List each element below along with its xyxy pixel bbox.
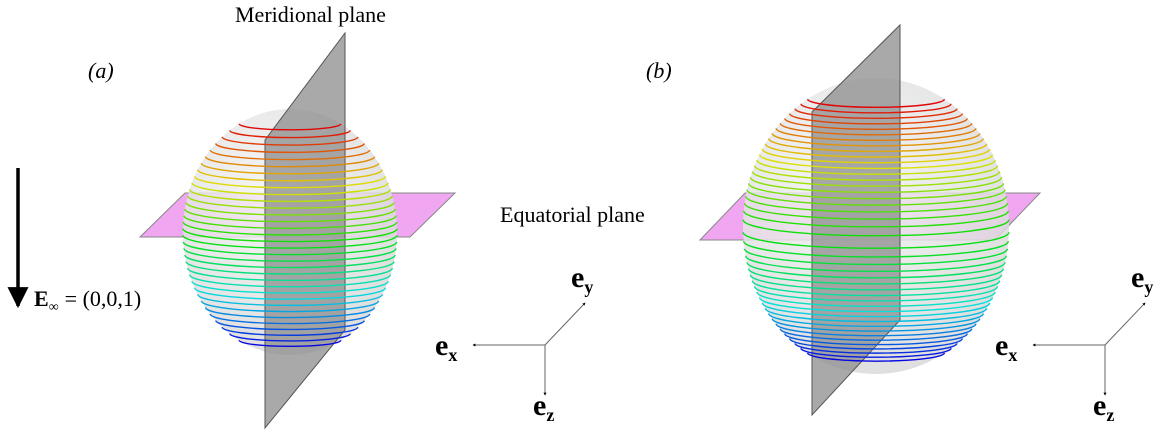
axis-label: ex: [435, 329, 457, 365]
axis-arrow: [545, 303, 585, 345]
axis-sub: x: [1008, 345, 1017, 365]
axis-base: e: [571, 261, 584, 294]
axis-label: ez: [533, 389, 554, 425]
axis-label: ey: [1131, 261, 1153, 297]
axis-sub: y: [584, 277, 593, 297]
meridional-label: Meridional plane: [235, 2, 386, 27]
axis-base: e: [1093, 389, 1106, 422]
figure: Meridional plane Equatorial plane (a) (b…: [0, 0, 1172, 434]
axis-label: ex: [995, 329, 1017, 365]
axis-base: e: [435, 329, 448, 362]
axis-base: e: [995, 329, 1008, 362]
equatorial-label: Equatorial plane: [500, 202, 645, 227]
axis-base: e: [1131, 261, 1144, 294]
field-sub: ∞: [49, 300, 59, 315]
axis-sub: x: [448, 345, 457, 365]
field-symbol: E: [34, 286, 49, 311]
axis-sub: y: [1144, 277, 1153, 297]
axis-label: ez: [1093, 389, 1114, 425]
axis-sub: z: [1106, 405, 1114, 425]
axis-arrow: [1105, 303, 1145, 345]
field-value: = (0,0,1): [65, 286, 142, 311]
panel-label: (b): [646, 58, 672, 83]
panel-label: (a): [88, 58, 114, 83]
field-label: E∞ = (0,0,1): [34, 286, 141, 315]
axis-sub: z: [546, 405, 554, 425]
axis-label: ey: [571, 261, 593, 297]
axis-base: e: [533, 389, 546, 422]
meridional-plane: [265, 33, 345, 428]
